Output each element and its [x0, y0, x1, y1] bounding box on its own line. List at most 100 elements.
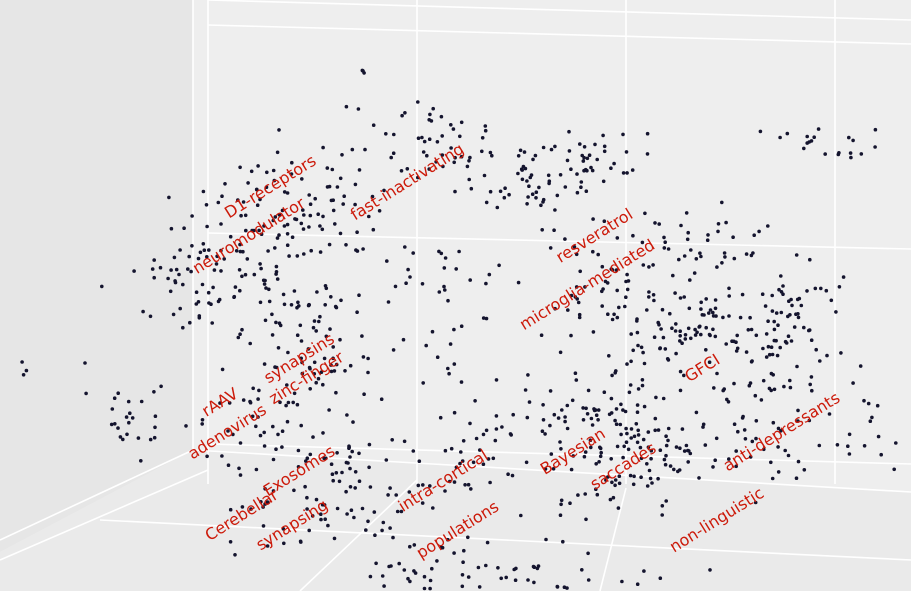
data-point: [331, 198, 336, 202]
data-point: [817, 443, 822, 448]
data-point: [308, 452, 313, 457]
data-point: [484, 281, 488, 286]
data-point: [553, 144, 557, 149]
data-point: [481, 316, 486, 320]
data-point: [818, 359, 822, 363]
data-point: [500, 425, 504, 429]
data-point: [496, 566, 500, 570]
data-point: [332, 369, 337, 373]
data-point: [673, 329, 678, 333]
data-point: [220, 194, 224, 198]
data-point: [628, 383, 633, 387]
data-point: [440, 134, 445, 138]
data-point: [720, 200, 724, 205]
data-point: [716, 229, 720, 234]
data-point: [307, 528, 312, 533]
data-point: [594, 413, 599, 418]
data-point: [322, 356, 327, 361]
data-point: [589, 445, 593, 450]
data-point: [577, 312, 582, 317]
data-point: [334, 362, 339, 367]
data-point: [579, 185, 583, 189]
data-point: [658, 346, 662, 351]
data-point: [416, 136, 421, 140]
data-point: [317, 319, 321, 324]
data-point: [469, 487, 473, 491]
data-point: [699, 332, 703, 337]
data-point: [350, 449, 355, 454]
data-point: [645, 131, 650, 136]
data-point: [699, 254, 703, 259]
data-point: [218, 401, 222, 405]
data-point: [567, 149, 572, 153]
data-point: [241, 200, 246, 204]
data-point: [434, 160, 438, 164]
data-point: [760, 292, 765, 297]
data-point: [561, 539, 565, 544]
data-point: [222, 257, 226, 261]
data-point: [540, 228, 544, 232]
data-point: [786, 453, 791, 458]
data-point: [201, 189, 206, 194]
data-point: [113, 422, 117, 426]
data-point: [569, 167, 573, 171]
grid-line: [207, 443, 911, 465]
data-point: [847, 135, 851, 140]
data-point: [200, 282, 205, 287]
data-point: [589, 416, 594, 421]
data-point: [306, 347, 311, 351]
data-point: [794, 312, 798, 317]
data-point: [234, 249, 239, 253]
data-point: [286, 350, 290, 355]
data-point: [724, 220, 728, 225]
data-point: [248, 400, 253, 405]
data-point: [776, 426, 781, 431]
data-point: [600, 304, 604, 308]
data-point: [250, 228, 254, 233]
data-point: [666, 438, 670, 443]
data-point: [805, 289, 809, 293]
data-point: [416, 100, 420, 104]
data-point: [578, 142, 582, 146]
data-point: [430, 566, 434, 571]
data-point: [754, 419, 759, 423]
data-point: [562, 585, 567, 589]
data-point: [238, 288, 242, 293]
data-point: [565, 403, 570, 408]
data-point: [238, 242, 242, 247]
data-point: [539, 333, 544, 338]
data-point: [642, 569, 646, 573]
data-point: [239, 213, 243, 218]
data-point: [602, 144, 607, 149]
data-point: [296, 300, 300, 305]
data-point: [624, 426, 628, 431]
left-wall: [0, 0, 193, 552]
data-point: [640, 383, 645, 388]
data-point: [537, 185, 541, 190]
data-point: [452, 362, 457, 366]
data-point: [707, 360, 712, 365]
data-point: [466, 482, 471, 487]
data-point: [349, 508, 354, 512]
data-point: [534, 196, 538, 200]
data-point: [449, 123, 453, 127]
data-point: [549, 452, 554, 456]
data-point: [284, 403, 288, 408]
data-point: [652, 298, 656, 303]
data-point: [198, 250, 203, 255]
data-point: [339, 298, 343, 303]
data-point: [594, 487, 598, 492]
data-point: [526, 578, 530, 582]
data-point: [786, 334, 791, 339]
data-point: [525, 202, 529, 206]
data-point: [468, 278, 473, 282]
data-point: [699, 300, 703, 305]
data-point: [769, 345, 774, 350]
data-point: [770, 309, 775, 313]
data-point: [761, 346, 765, 351]
data-point: [441, 164, 445, 169]
data-point: [688, 278, 692, 282]
data-point: [807, 418, 812, 423]
data-point: [766, 224, 770, 228]
data-point: [178, 306, 182, 311]
